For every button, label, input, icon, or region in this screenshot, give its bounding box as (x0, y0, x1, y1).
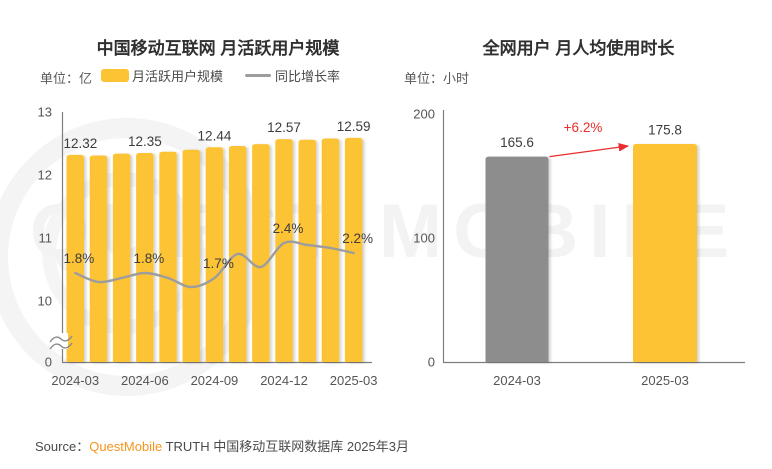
svg-text:0: 0 (45, 355, 52, 370)
svg-text:12: 12 (38, 168, 52, 183)
svg-text:175.8: 175.8 (648, 123, 682, 138)
growth-legend-label: 同比增长率 (275, 69, 341, 84)
svg-text:12.44: 12.44 (198, 128, 232, 143)
right-chart-title: 全网用户 月人均使用时长 (482, 39, 675, 58)
right-chart-unit-label: 单位：小时 (404, 71, 470, 86)
source-row: Source：QuestMobile TRUTH 中国移动互联网数据库 2025… (35, 436, 409, 455)
svg-text:1.8%: 1.8% (133, 251, 164, 266)
svg-text:12.32: 12.32 (64, 136, 98, 151)
left-chart-title: 中国移动互联网 月活跃用户规模 (96, 39, 340, 58)
svg-text:2024-03: 2024-03 (51, 373, 99, 388)
svg-text:2025-03: 2025-03 (641, 373, 689, 388)
svg-text:13: 13 (38, 105, 52, 120)
svg-text:2024-12: 2024-12 (260, 373, 308, 388)
svg-text:2.4%: 2.4% (273, 221, 304, 236)
source-brand: QuestMobile (89, 439, 163, 454)
svg-text:+6.2%: +6.2% (564, 120, 603, 135)
svg-text:1.7%: 1.7% (203, 256, 234, 271)
svg-text:2024-09: 2024-09 (191, 373, 239, 388)
svg-text:11: 11 (39, 231, 53, 246)
left-chart-unit-label: 单位：亿 (40, 71, 93, 86)
svg-text:100: 100 (413, 231, 435, 246)
svg-text:12.35: 12.35 (128, 134, 162, 149)
growth-legend-line-icon (245, 74, 272, 77)
svg-text:2.2%: 2.2% (342, 231, 373, 246)
svg-text:2025-03: 2025-03 (330, 373, 378, 388)
svg-text:200: 200 (413, 107, 435, 122)
mau-legend-swatch (101, 69, 129, 82)
svg-text:10: 10 (38, 294, 52, 309)
source-suffix: TRUTH 中国移动互联网数据库 2025年3月 (162, 439, 409, 454)
svg-text:1.8%: 1.8% (64, 251, 95, 266)
svg-text:0: 0 (428, 355, 435, 370)
svg-text:2024-03: 2024-03 (493, 373, 541, 388)
source-prefix: Source： (35, 439, 90, 454)
svg-text:165.6: 165.6 (500, 135, 534, 150)
mau-legend-label: 月活跃用户规模 (132, 69, 224, 84)
svg-text:12.59: 12.59 (337, 119, 371, 134)
svg-text:12.57: 12.57 (267, 120, 301, 135)
left-chart-legend: 月活跃用户规模 同比增长率 (101, 66, 340, 85)
svg-text:2024-06: 2024-06 (121, 373, 169, 388)
